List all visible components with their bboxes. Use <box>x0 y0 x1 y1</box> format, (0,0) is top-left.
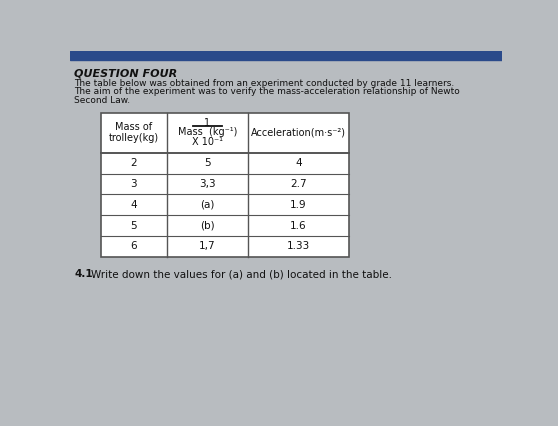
Text: Write down the values for (a) and (b) located in the table.: Write down the values for (a) and (b) lo… <box>92 269 392 279</box>
Text: 1.9: 1.9 <box>290 200 307 210</box>
Text: 1.6: 1.6 <box>290 221 307 230</box>
Text: trolley(kg): trolley(kg) <box>109 133 158 143</box>
Text: The aim of the experiment was to verify the mass-acceleration relationship of Ne: The aim of the experiment was to verify … <box>74 87 460 96</box>
Text: The table below was obtained from an experiment conducted by grade 11 learners.: The table below was obtained from an exp… <box>74 79 455 88</box>
Text: 4.1: 4.1 <box>74 269 93 279</box>
Text: 4: 4 <box>295 158 302 168</box>
Text: Mass  (kg⁻¹): Mass (kg⁻¹) <box>177 127 237 137</box>
Text: 1,7: 1,7 <box>199 241 215 251</box>
Text: (a): (a) <box>200 200 214 210</box>
Text: 2: 2 <box>131 158 137 168</box>
Text: X 10⁻¹: X 10⁻¹ <box>192 137 223 147</box>
Bar <box>101 113 349 257</box>
Text: 1: 1 <box>204 118 210 128</box>
Text: QUESTION FOUR: QUESTION FOUR <box>74 68 177 78</box>
Text: 1.33: 1.33 <box>287 241 310 251</box>
Text: (b): (b) <box>200 221 215 230</box>
Text: 5: 5 <box>204 158 210 168</box>
Text: Acceleration(m·s⁻²): Acceleration(m·s⁻²) <box>251 128 346 138</box>
Text: Second Law.: Second Law. <box>74 96 131 105</box>
Text: 3,3: 3,3 <box>199 179 215 189</box>
Text: 5: 5 <box>131 221 137 230</box>
Text: Mass of: Mass of <box>115 121 152 132</box>
Text: 4: 4 <box>131 200 137 210</box>
Text: 6: 6 <box>131 241 137 251</box>
Text: 3: 3 <box>131 179 137 189</box>
Text: 2.7: 2.7 <box>290 179 307 189</box>
Bar <box>70 51 502 60</box>
